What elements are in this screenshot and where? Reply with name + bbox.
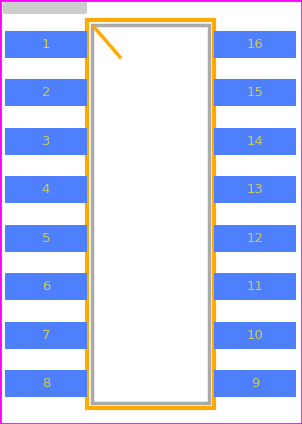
Text: 10: 10 [246,329,263,342]
Text: 2: 2 [42,86,50,99]
Bar [214,273,296,300]
FancyBboxPatch shape [3,0,87,14]
Bar [5,79,87,106]
Text: 9: 9 [251,377,259,390]
Bar [214,322,296,349]
Text: 1: 1 [42,38,50,51]
Bar [214,79,296,106]
Bar [214,225,296,252]
Bar [214,176,296,203]
Text: 11: 11 [246,280,264,293]
Bar [5,273,87,300]
Bar [92,25,209,403]
Text: 13: 13 [246,183,264,196]
Text: 8: 8 [42,377,50,390]
Bar [5,176,87,203]
Text: 16: 16 [246,38,263,51]
Bar [5,322,87,349]
Text: 3: 3 [42,135,50,148]
Text: 15: 15 [246,86,264,99]
Bar [5,31,87,58]
Bar [87,20,214,408]
Bar [214,128,296,155]
Text: 14: 14 [246,135,263,148]
Text: 7: 7 [42,329,50,342]
Text: 6: 6 [42,280,50,293]
Bar [5,370,87,397]
Text: 5: 5 [42,232,50,245]
Bar [5,225,87,252]
Bar [214,31,296,58]
Bar [214,370,296,397]
Bar [5,128,87,155]
Text: 4: 4 [42,183,50,196]
Text: 12: 12 [246,232,264,245]
